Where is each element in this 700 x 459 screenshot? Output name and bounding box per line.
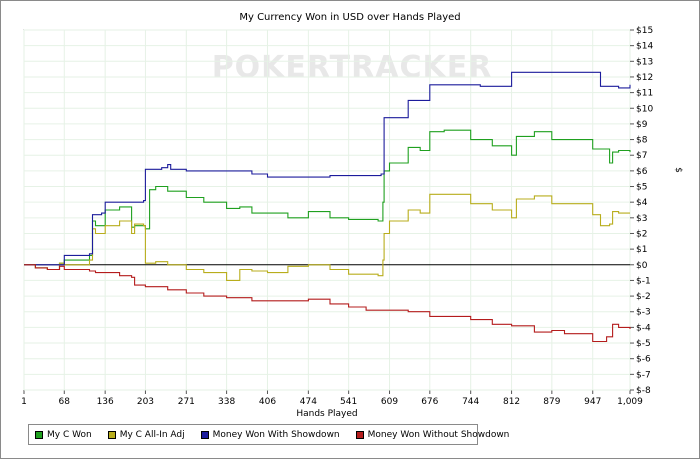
y-tick-label: $5 bbox=[636, 183, 647, 193]
series-line-my-c-won bbox=[24, 129, 631, 271]
y-tick-label: $-3 bbox=[636, 308, 651, 318]
x-tick-label: 338 bbox=[218, 397, 235, 407]
y-tick-label: $11 bbox=[636, 89, 653, 99]
series-line-no-showdown bbox=[24, 264, 631, 343]
y-axis-label: $ bbox=[673, 167, 683, 173]
x-tick-label: 474 bbox=[300, 397, 317, 407]
legend-label: My C Won bbox=[47, 429, 92, 440]
y-tick-label: $3 bbox=[636, 214, 647, 224]
plot-area bbox=[23, 29, 631, 391]
y-tick-label: $-2 bbox=[636, 292, 651, 302]
legend-item: Money Won Without Showdown bbox=[355, 429, 510, 440]
x-tick-label: 68 bbox=[59, 397, 71, 407]
y-tick-label: $6 bbox=[636, 167, 648, 177]
x-tick-label: 271 bbox=[178, 397, 195, 407]
legend-swatch-no-showdown bbox=[355, 430, 364, 439]
y-tick-label: $13 bbox=[636, 57, 653, 67]
y-tick-label: $-7 bbox=[636, 370, 651, 380]
x-tick-label: 136 bbox=[97, 397, 114, 407]
x-tick-label: 1 bbox=[21, 397, 27, 407]
y-tick-label: $12 bbox=[636, 73, 653, 83]
legend-item: My C Won bbox=[35, 430, 92, 440]
series-line-all-in-adj bbox=[24, 193, 630, 281]
y-tick-label: $1 bbox=[636, 245, 647, 255]
x-tick-label: 879 bbox=[543, 397, 560, 407]
legend-swatch-showdown bbox=[200, 430, 209, 439]
x-axis-label: Hands Played bbox=[296, 409, 357, 419]
y-tick-label: $8 bbox=[636, 136, 648, 146]
x-tick-label: 406 bbox=[259, 397, 276, 407]
y-tick-label: $9 bbox=[636, 120, 648, 130]
y-tick-label: $-8 bbox=[636, 386, 651, 396]
chart-title: My Currency Won in USD over Hands Played bbox=[239, 12, 461, 23]
x-tick-label: 676 bbox=[421, 397, 438, 407]
y-tick-label: $14 bbox=[636, 42, 653, 52]
x-tick-label: 609 bbox=[381, 397, 398, 407]
legend: My C Won My C All-In Adj Money Won With … bbox=[28, 424, 509, 445]
watermark-text: POKERTRACKER bbox=[212, 50, 493, 85]
y-tick-label: $-1 bbox=[636, 276, 651, 286]
x-tick-label: 812 bbox=[503, 397, 520, 407]
y-tick-label: $0 bbox=[636, 261, 648, 271]
legend-swatch-all-in-adj bbox=[107, 430, 116, 439]
y-tick-label: $-5 bbox=[636, 339, 651, 349]
x-tick-label: 744 bbox=[462, 397, 479, 407]
legend-label: My C All-In Adj bbox=[119, 429, 185, 440]
x-tick-label: 947 bbox=[584, 397, 601, 407]
series-line-showdown bbox=[24, 71, 631, 266]
y-tick-label: $15 bbox=[636, 26, 653, 36]
y-tick-label: $-6 bbox=[636, 355, 651, 365]
x-tick-label: 1,009 bbox=[617, 397, 643, 407]
legend-swatch-my-c-won bbox=[35, 430, 43, 439]
y-tick-label: $7 bbox=[636, 151, 647, 161]
legend-label: Money Won With Showdown bbox=[212, 429, 340, 440]
legend-label: Money Won Without Showdown bbox=[367, 429, 510, 440]
x-tick-label: 203 bbox=[137, 397, 154, 407]
y-tick-label: $-4 bbox=[636, 323, 651, 333]
y-tick-label: $10 bbox=[636, 104, 653, 114]
legend-item: My C All-In Adj bbox=[107, 429, 185, 440]
y-tick-label: $4 bbox=[636, 198, 648, 208]
y-tick-label: $2 bbox=[636, 229, 647, 239]
x-tick-label: 541 bbox=[340, 397, 357, 407]
legend-item: Money Won With Showdown bbox=[200, 429, 340, 440]
